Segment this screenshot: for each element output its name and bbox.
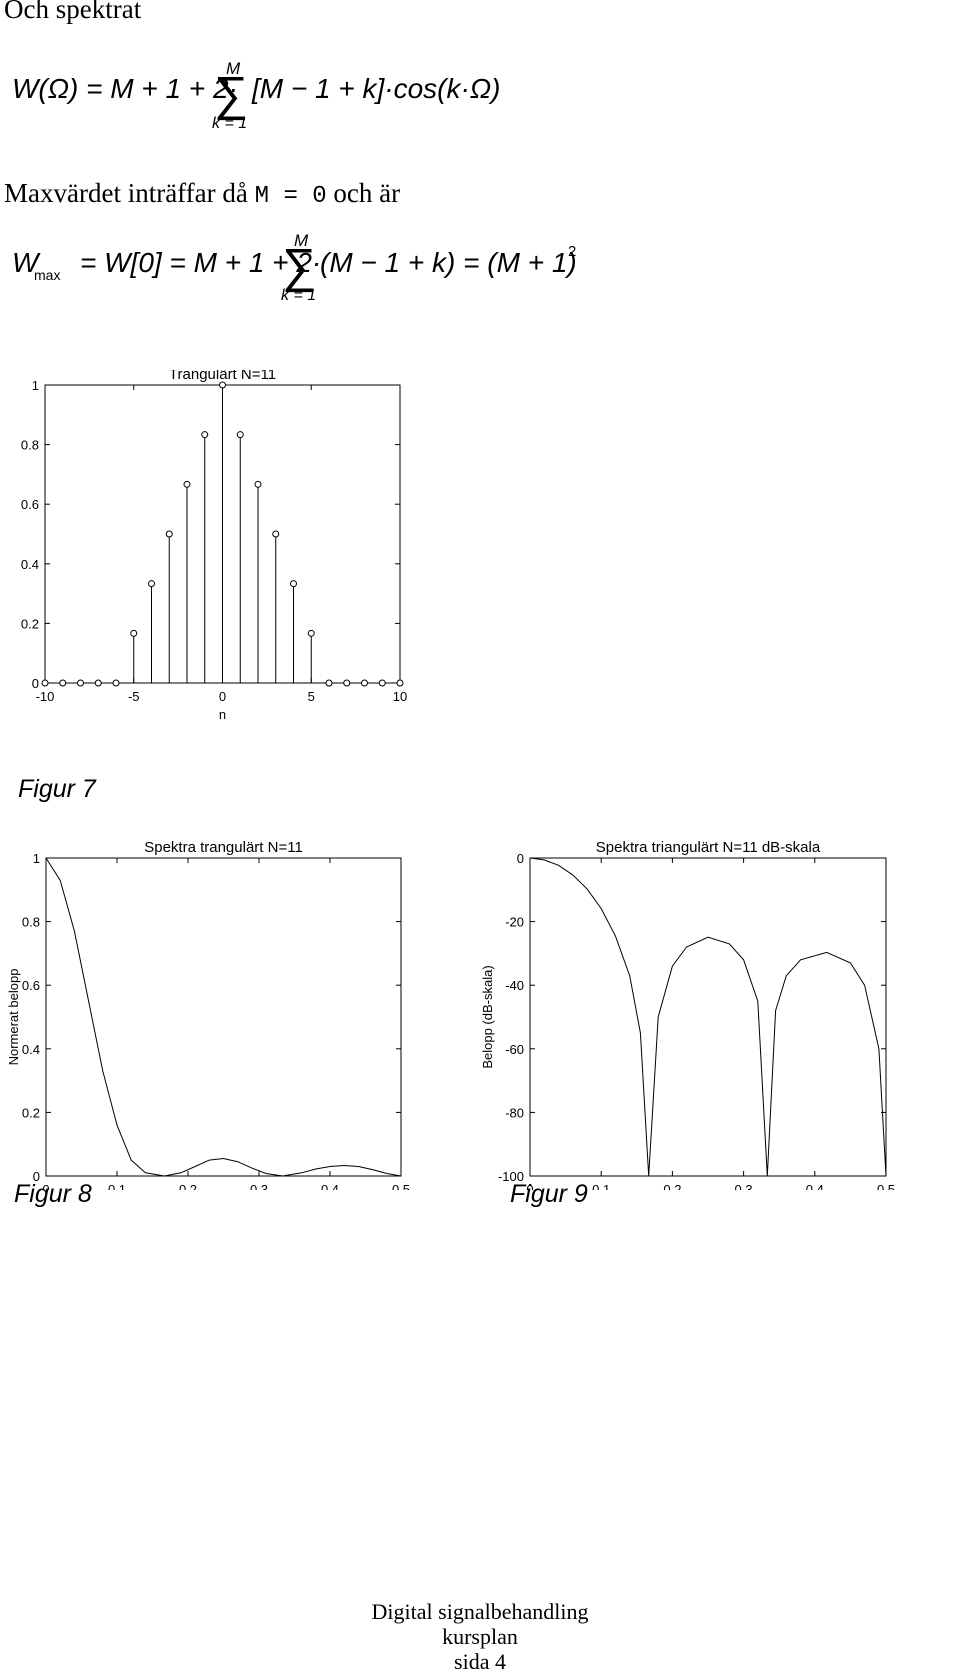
stem-marker bbox=[219, 381, 226, 389]
chart-title: Trangulärt N=11 bbox=[169, 370, 276, 383]
y-tick-label: 0.6 bbox=[22, 978, 40, 993]
x-tick-label: 10 bbox=[393, 689, 407, 704]
equation-2-graphic: W max = W[0] = M + 1 + 2· M ∑ k = 1 (M −… bbox=[12, 231, 577, 304]
stem-marker bbox=[272, 530, 280, 538]
y-tick-label: -60 bbox=[505, 1042, 524, 1057]
y-tick-label: 0.2 bbox=[21, 616, 39, 631]
eq2-sum-top: M bbox=[294, 231, 309, 250]
para-text-before: Maxvärdet inträffar då bbox=[4, 178, 248, 208]
eq2-lhs-sub: max bbox=[34, 267, 60, 283]
stem-marker bbox=[361, 679, 368, 687]
y-tick-label: 1 bbox=[32, 378, 39, 393]
chart-title: Spektra triangulärt N=11 dB-skala bbox=[596, 839, 821, 856]
stem-marker bbox=[378, 679, 386, 687]
eq2-mid: = W[0] = M + 1 + 2· bbox=[80, 247, 321, 278]
equation-1-graphic: W(Ω) = M + 1 + 2· M ∑ k = 1 [M − 1 + k]·… bbox=[12, 59, 500, 132]
figure-9-db-spectrum-plot: Spektra triangulärt N=11 dB-skala 0 0.1 0.2… bbox=[480, 839, 895, 1190]
eq1-sum-top: M bbox=[226, 59, 241, 78]
figure-7-label: Figur 7 bbox=[18, 775, 96, 803]
para-text-after: och är bbox=[333, 178, 401, 208]
x-tick-label: 0.2 bbox=[179, 1182, 197, 1190]
x-tick-label: 0.1 bbox=[592, 1182, 610, 1190]
eq1-sum-bottom: k = 1 bbox=[212, 115, 247, 132]
stem-marker bbox=[112, 679, 120, 687]
footer-line-1: Digital signalbehandling bbox=[371, 1599, 589, 1624]
figure-7-stem-plot: Trangulärt N=11 -10 -5 0 5 10 0 0.2 0.4 0.6 0.8 1 n bbox=[21, 370, 407, 722]
eq1-lhs: W(Ω) = M + 1 + 2· bbox=[12, 73, 238, 104]
y-tick-label: 0.6 bbox=[21, 497, 39, 512]
eq2-sum-bottom: k = 1 bbox=[281, 287, 316, 304]
stem-marker bbox=[343, 679, 351, 687]
y-tick-label: 1 bbox=[33, 851, 40, 866]
x-tick-label: 0.4 bbox=[806, 1182, 824, 1190]
y-tick-label: 0 bbox=[517, 851, 524, 866]
eq2-sigma: ∑ bbox=[282, 240, 316, 293]
stem-marker bbox=[41, 679, 49, 687]
x-tick-label: 0.5 bbox=[877, 1182, 895, 1190]
y-tick-label: 0.2 bbox=[22, 1105, 40, 1120]
y-tick-label: -100 bbox=[498, 1169, 524, 1184]
stem-marker bbox=[59, 679, 67, 687]
eq1-rhs: [M − 1 + k]·cos(k·Ω) bbox=[251, 73, 500, 104]
eq2-lhs-main: W bbox=[12, 247, 41, 278]
y-tick-label: 0.4 bbox=[22, 1042, 40, 1057]
series-line bbox=[45, 857, 402, 1177]
series-line bbox=[529, 857, 887, 1177]
stem-marker bbox=[290, 580, 297, 588]
page-heading: Och spektrat bbox=[4, 0, 142, 24]
stem-marker bbox=[148, 580, 155, 588]
x-tick-label: 0.2 bbox=[663, 1182, 681, 1190]
chart-title: Spektra trangulärt N=11 bbox=[144, 839, 303, 856]
stem-marker bbox=[325, 679, 333, 687]
stem-marker bbox=[307, 629, 315, 637]
stem-marker bbox=[254, 480, 262, 488]
figure-8-label: Figur 8 bbox=[14, 1180, 92, 1208]
x-tick-label: 0.3 bbox=[735, 1182, 753, 1190]
y-tick-label: 0 bbox=[33, 1169, 40, 1184]
plot-frame bbox=[45, 857, 402, 1177]
x-tick-label: 0 bbox=[219, 689, 226, 704]
y-tick-label: -40 bbox=[505, 978, 524, 993]
figure-8-spectrum-plot: Spektra trangulärt N=11 0 0.1 0.2 0.3 0.4 0.5 0… bbox=[6, 839, 410, 1190]
page-footer: Digital signalbehandling kursplan sida 4 bbox=[0, 1599, 960, 1674]
eq2-rhs: (M − 1 + k) = (M + 1) bbox=[320, 247, 577, 278]
stem-marker bbox=[165, 530, 173, 538]
para-code: M = 0 bbox=[254, 183, 327, 210]
y-tick-label: -20 bbox=[505, 915, 524, 930]
stem-marker bbox=[130, 629, 138, 637]
stem-marker bbox=[396, 679, 404, 687]
y-tick-label: 0.8 bbox=[22, 915, 40, 930]
y-tick-label: 0.4 bbox=[21, 557, 39, 572]
footer-line-2: kursplan bbox=[442, 1624, 518, 1649]
stem-marker bbox=[77, 679, 84, 687]
x-tick-label: -10 bbox=[36, 689, 55, 704]
x-tick-label: 0.3 bbox=[250, 1182, 268, 1190]
plot-frame bbox=[529, 857, 887, 1177]
paragraph-maxvalue: Maxvärdet inträffar då M = 0 och är bbox=[4, 178, 400, 210]
figure-9-label: Figur 9 bbox=[510, 1180, 588, 1208]
y-axis-label: Normerat belopp bbox=[6, 969, 21, 1066]
stem-marker bbox=[183, 480, 191, 488]
stem-marker bbox=[201, 431, 209, 439]
x-tick-label: 0 bbox=[42, 1182, 49, 1190]
x-tick-label: 0.5 bbox=[392, 1182, 410, 1190]
footer-line-3: sida 4 bbox=[454, 1649, 506, 1674]
stem-marker bbox=[94, 679, 102, 687]
x-tick-label: 0.4 bbox=[321, 1182, 339, 1190]
stem-marker bbox=[236, 431, 244, 439]
x-axis-label: n bbox=[219, 707, 226, 722]
x-tick-label: 0.1 bbox=[108, 1182, 126, 1190]
y-tick-label: 0.8 bbox=[21, 438, 39, 453]
y-tick-label: -80 bbox=[505, 1105, 524, 1120]
x-tick-label: -5 bbox=[128, 689, 140, 704]
eq1-sigma: ∑ bbox=[214, 68, 248, 121]
x-tick-label: 0 bbox=[526, 1182, 533, 1190]
x-tick-label: 5 bbox=[308, 689, 315, 704]
y-axis-label: Belopp (dB-skala) bbox=[480, 965, 495, 1068]
y-tick-label: 0 bbox=[32, 676, 39, 691]
eq2-rhs-sup: 2 bbox=[568, 243, 576, 260]
